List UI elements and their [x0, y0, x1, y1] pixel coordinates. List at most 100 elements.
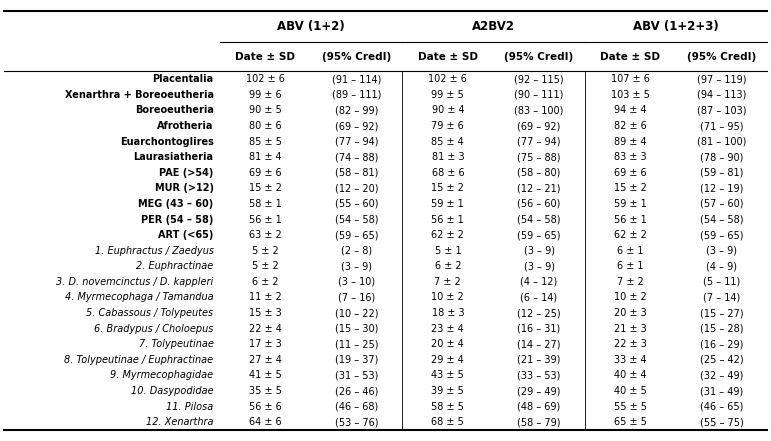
Text: (2 – 8): (2 – 8): [341, 246, 372, 256]
Text: Afrotheria: Afrotheria: [157, 121, 214, 131]
Text: (12 – 25): (12 – 25): [517, 308, 561, 318]
Text: (12 – 20): (12 – 20): [335, 183, 379, 193]
Text: ABV (1+2): ABV (1+2): [277, 20, 345, 33]
Text: 40 ± 5: 40 ± 5: [614, 386, 647, 396]
Text: 22 ± 4: 22 ± 4: [249, 324, 281, 334]
Text: 89 ± 4: 89 ± 4: [614, 137, 647, 146]
Text: ART (<65): ART (<65): [158, 230, 214, 240]
Text: (91 – 114): (91 – 114): [332, 74, 382, 84]
Text: 55 ± 5: 55 ± 5: [614, 402, 647, 411]
Text: (59 – 65): (59 – 65): [517, 230, 561, 240]
Text: 56 ± 1: 56 ± 1: [432, 214, 464, 224]
Text: 6 ± 2: 6 ± 2: [435, 262, 461, 271]
Text: 18 ± 3: 18 ± 3: [432, 308, 464, 318]
Text: MEG (43 – 60): MEG (43 – 60): [138, 199, 214, 209]
Text: (31 – 49): (31 – 49): [700, 386, 743, 396]
Text: 9. Myrmecophagidae: 9. Myrmecophagidae: [110, 370, 214, 381]
Text: PER (54 – 58): PER (54 – 58): [141, 214, 214, 224]
Text: 29 ± 4: 29 ± 4: [432, 355, 464, 365]
Text: (4 – 9): (4 – 9): [706, 262, 737, 271]
Text: (15 – 30): (15 – 30): [335, 324, 379, 334]
Text: 68 ± 5: 68 ± 5: [432, 417, 464, 427]
Text: Boreoeutheria: Boreoeutheria: [135, 105, 214, 116]
Text: (5 – 11): (5 – 11): [703, 277, 740, 287]
Text: 85 ± 4: 85 ± 4: [432, 137, 464, 146]
Text: 15 ± 2: 15 ± 2: [614, 183, 647, 193]
Text: (94 – 113): (94 – 113): [697, 90, 746, 100]
Text: 6. Bradypus / Choloepus: 6. Bradypus / Choloepus: [94, 324, 214, 334]
Text: 20 ± 4: 20 ± 4: [432, 339, 464, 349]
Text: 80 ± 6: 80 ± 6: [249, 121, 281, 131]
Text: 5. Cabassous / Tolypeutes: 5. Cabassous / Tolypeutes: [86, 308, 214, 318]
Text: 7. Tolypeutinae: 7. Tolypeutinae: [139, 339, 214, 349]
Text: 59 ± 1: 59 ± 1: [614, 199, 647, 209]
Text: (53 – 76): (53 – 76): [335, 417, 379, 427]
Text: (3 – 9): (3 – 9): [341, 262, 372, 271]
Text: 62 ± 2: 62 ± 2: [432, 230, 464, 240]
Text: (57 – 60): (57 – 60): [700, 199, 743, 209]
Text: (56 – 60): (56 – 60): [517, 199, 561, 209]
Text: 6 ± 1: 6 ± 1: [617, 246, 644, 256]
Text: (15 – 28): (15 – 28): [700, 324, 743, 334]
Text: 69 ± 6: 69 ± 6: [249, 168, 281, 178]
Text: 35 ± 5: 35 ± 5: [249, 386, 281, 396]
Text: (12 – 19): (12 – 19): [700, 183, 743, 193]
Text: 85 ± 5: 85 ± 5: [249, 137, 281, 146]
Text: (11 – 25): (11 – 25): [335, 339, 379, 349]
Text: (26 – 46): (26 – 46): [335, 386, 379, 396]
Text: (54 – 58): (54 – 58): [700, 214, 743, 224]
Text: 68 ± 6: 68 ± 6: [432, 168, 464, 178]
Text: (7 – 14): (7 – 14): [703, 292, 740, 303]
Text: 82 ± 6: 82 ± 6: [614, 121, 647, 131]
Text: 6 ± 2: 6 ± 2: [252, 277, 278, 287]
Text: (75 – 88): (75 – 88): [517, 152, 561, 162]
Text: (4 – 12): (4 – 12): [520, 277, 557, 287]
Text: 39 ± 5: 39 ± 5: [432, 386, 464, 396]
Text: (55 – 75): (55 – 75): [699, 417, 743, 427]
Text: (82 – 99): (82 – 99): [335, 105, 379, 116]
Text: 94 ± 4: 94 ± 4: [614, 105, 647, 116]
Text: 3. D. novemcinctus / D. kappleri: 3. D. novemcinctus / D. kappleri: [56, 277, 214, 287]
Text: 63 ± 2: 63 ± 2: [249, 230, 281, 240]
Text: (54 – 58): (54 – 58): [335, 214, 379, 224]
Text: 102 ± 6: 102 ± 6: [246, 74, 284, 84]
Text: (58 – 80): (58 – 80): [517, 168, 561, 178]
Text: 1. Euphractus / Zaedyus: 1. Euphractus / Zaedyus: [95, 246, 214, 256]
Text: 5 ± 2: 5 ± 2: [252, 246, 279, 256]
Text: (46 – 68): (46 – 68): [335, 402, 379, 411]
Text: (81 – 100): (81 – 100): [697, 137, 746, 146]
Text: (48 – 69): (48 – 69): [517, 402, 561, 411]
Text: (54 – 58): (54 – 58): [517, 214, 561, 224]
Text: 69 ± 6: 69 ± 6: [614, 168, 647, 178]
Text: 107 ± 6: 107 ± 6: [611, 74, 650, 84]
Text: 81 ± 3: 81 ± 3: [432, 152, 464, 162]
Text: 99 ± 5: 99 ± 5: [432, 90, 464, 100]
Text: 56 ± 6: 56 ± 6: [249, 402, 281, 411]
Text: 10. Dasypodidae: 10. Dasypodidae: [131, 386, 214, 396]
Text: MUR (>12): MUR (>12): [154, 183, 214, 193]
Text: (69 – 92): (69 – 92): [517, 121, 561, 131]
Text: 22 ± 3: 22 ± 3: [614, 339, 647, 349]
Text: (83 – 100): (83 – 100): [514, 105, 564, 116]
Text: 56 ± 1: 56 ± 1: [614, 214, 647, 224]
Text: (92 – 115): (92 – 115): [514, 74, 564, 84]
Text: (32 – 49): (32 – 49): [700, 370, 743, 381]
Text: 64 ± 6: 64 ± 6: [249, 417, 281, 427]
Text: 17 ± 3: 17 ± 3: [249, 339, 281, 349]
Text: (10 – 22): (10 – 22): [335, 308, 379, 318]
Text: 8. Tolypeutinae / Euphractinae: 8. Tolypeutinae / Euphractinae: [65, 355, 214, 365]
Text: 41 ± 5: 41 ± 5: [249, 370, 281, 381]
Text: 20 ± 3: 20 ± 3: [614, 308, 647, 318]
Text: (58 – 79): (58 – 79): [517, 417, 561, 427]
Text: (15 – 27): (15 – 27): [700, 308, 743, 318]
Text: (29 – 49): (29 – 49): [517, 386, 561, 396]
Text: 5 ± 2: 5 ± 2: [252, 262, 279, 271]
Text: Placentalia: Placentalia: [153, 74, 214, 84]
Text: (25 – 42): (25 – 42): [700, 355, 743, 365]
Text: (58 – 81): (58 – 81): [335, 168, 379, 178]
Text: (95% CredI): (95% CredI): [504, 52, 574, 62]
Text: 15 ± 2: 15 ± 2: [432, 183, 464, 193]
Text: Date ± SD: Date ± SD: [235, 52, 295, 62]
Text: Euarchontoglires: Euarchontoglires: [120, 137, 214, 146]
Text: 15 ± 2: 15 ± 2: [249, 183, 281, 193]
